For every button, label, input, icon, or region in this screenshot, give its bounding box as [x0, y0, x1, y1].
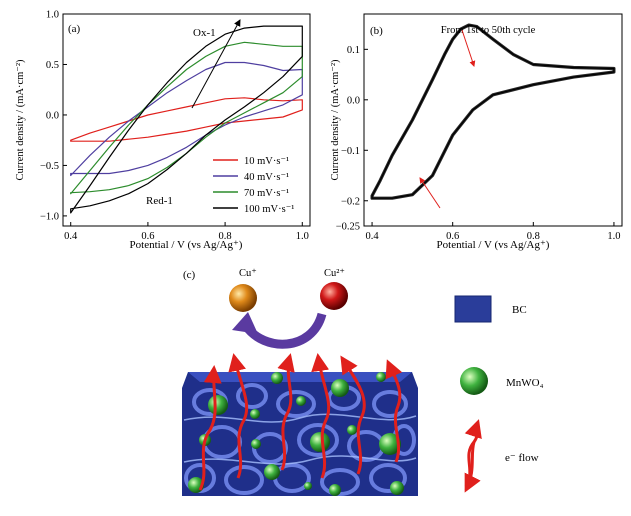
x-tick-label: 1.0	[607, 231, 620, 242]
x-axis-label: Potential / V (vs Ag/Ag⁺)	[130, 239, 243, 251]
cu-plus-sphere	[229, 284, 257, 312]
y-tick-label: 1.0	[46, 10, 59, 21]
x-tick-label: 0.6	[446, 231, 459, 242]
y-axis-label: Current density / (mA·cm⁻²)	[330, 59, 341, 180]
cu2-plus-sphere	[320, 282, 348, 310]
legend: 10 mV·s⁻¹ 40 mV·s⁻¹ 70 mV·s⁻¹ 100 mV·s⁻¹	[213, 156, 294, 215]
panel-label: (c)	[183, 269, 196, 281]
panel-label: (b)	[370, 25, 383, 37]
annotation-ox: Ox-1	[193, 27, 216, 39]
electron-flow-arrows	[198, 353, 403, 491]
schematic-legend: BC MnWO₄ e⁻ flow	[454, 295, 544, 493]
y-tick-label: −0.25	[336, 222, 360, 233]
cv-chart-a: 0.4 0.6 0.8 1.0 1.0 0.5 0.0 −0.5 −1.0 (a) Ox-1 R…	[15, 10, 311, 251]
tick-marks: 0.4 0.6 0.8 1.0 0.1 0.0 −0.1 −0.2 −0.25	[336, 45, 621, 242]
flow-legend-label: e⁻ flow	[505, 452, 539, 464]
series-line-4	[70, 25, 303, 214]
x-tick-label: 1.0	[296, 231, 309, 242]
legend-label: 70 mV·s⁻¹	[244, 188, 289, 199]
cu-plus-label: Cu⁺	[239, 268, 257, 279]
x-tick-label: 0.8	[219, 231, 232, 242]
x-axis-label: Potential / V (vs Ag/Ag⁺)	[437, 239, 550, 251]
cv-chart-b: 0.4 0.6 0.8 1.0 0.1 0.0 −0.1 −0.2 −0.25 (b) From…	[330, 13, 623, 251]
legend-label: 40 mV·s⁻¹	[244, 172, 289, 183]
cycle-arrow-bottom	[419, 177, 441, 209]
plot-frame	[363, 13, 623, 227]
y-tick-label: 0.5	[46, 60, 59, 71]
y-axis-label: Current density / (mA·cm⁻²)	[15, 59, 26, 180]
annotation-cycles: From 1st to 50th cycle	[441, 25, 536, 36]
cu2-plus-label: Cu²⁺	[324, 268, 345, 279]
series-line-1	[70, 97, 303, 142]
reduction-arrowhead	[232, 312, 258, 334]
mnwo4-particles	[188, 372, 404, 496]
y-tick-label: 0.0	[46, 110, 59, 121]
annotation-red: Red-1	[146, 195, 173, 207]
y-tick-label: 0.0	[347, 95, 360, 106]
x-tick-label: 0.6	[141, 231, 154, 242]
plot-frame	[62, 13, 311, 227]
y-tick-label: −1.0	[40, 211, 59, 222]
y-tick-label: 0.1	[347, 45, 360, 56]
y-tick-label: −0.2	[341, 196, 360, 207]
tick-marks: 0.4 0.6 0.8 1.0 1.0 0.5 0.0 −0.5 −1.0	[40, 10, 309, 243]
mnwo4-legend-label: MnWO₄	[506, 377, 544, 389]
series-line-1	[371, 24, 615, 199]
mnwo4-legend-sphere	[460, 367, 488, 395]
series-band	[370, 23, 616, 200]
cycle-arrow-top	[461, 29, 476, 67]
reduction-arrow	[242, 312, 327, 349]
series-group	[370, 23, 616, 200]
bc-legend-swatch	[454, 295, 492, 323]
panel-label: (a)	[68, 23, 81, 35]
series-group	[70, 25, 303, 214]
y-tick-label: −0.1	[341, 146, 360, 157]
series-line-2	[70, 61, 303, 177]
legend-label: 10 mV·s⁻¹	[244, 156, 289, 167]
bc-network	[182, 372, 418, 496]
ox-arrow	[191, 19, 241, 109]
bc-legend-label: BC	[512, 304, 527, 316]
schematic: (c) Cu⁺ Cu²⁺	[182, 268, 544, 496]
legend-label: 100 mV·s⁻¹	[244, 204, 294, 215]
series-line-3	[70, 41, 303, 195]
y-tick-label: −0.5	[40, 161, 59, 172]
x-tick-label: 0.8	[527, 231, 540, 242]
x-tick-label: 0.4	[366, 231, 380, 242]
x-tick-label: 0.4	[64, 231, 78, 242]
